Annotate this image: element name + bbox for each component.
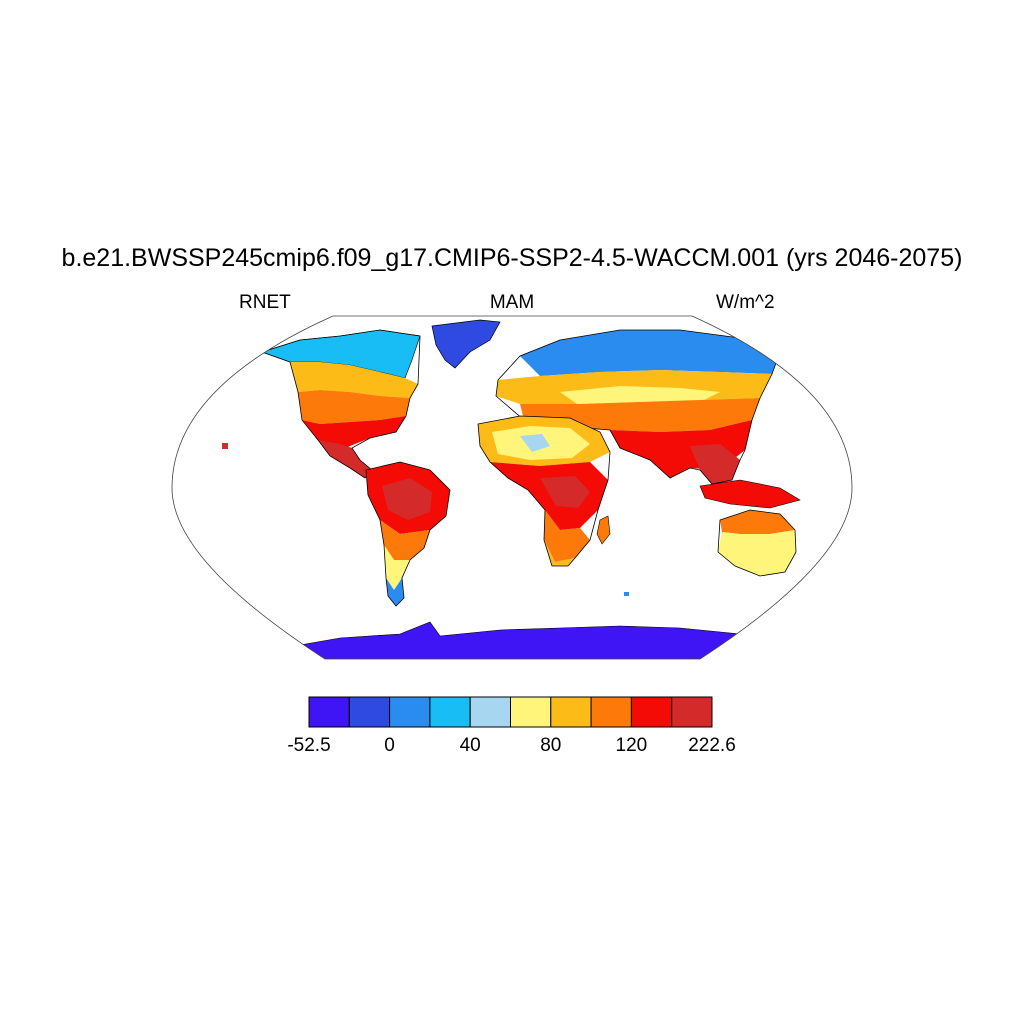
colorbar-tick-label: 80 [540,735,562,756]
land-regions [222,319,827,659]
colorbar-tick-label: 222.6 [688,735,736,756]
north-america-mid [298,390,410,424]
colorbar-box-3 [429,696,471,728]
australia-outline [717,509,797,577]
colorbar-tick-label: 40 [459,735,481,756]
island-south-atlantic [624,592,629,596]
colorbar-tick-label: -52.5 [287,735,331,756]
colorbar-box-9 [671,696,713,728]
eurasia-outline [495,329,781,485]
colorbar-box-1 [348,696,391,728]
colorbar-box-5 [510,696,552,728]
greenland-region [431,319,501,369]
variable-label: RNET [239,292,291,313]
colorbar-box-7 [590,696,632,728]
colorbar-boxes [308,696,713,728]
north-america-outline [260,329,421,479]
sahara-cool [520,434,550,452]
africa-cape [544,540,575,566]
colorbar-box-0 [308,696,350,728]
africa-south [544,510,590,562]
africa-tropics [490,462,608,530]
colorbar-box-6 [550,696,592,728]
map-boundary [171,315,853,660]
colorbar-box-2 [389,696,431,728]
north-america-boreal [290,362,418,398]
colorbar-tick-label: 120 [615,735,648,756]
central-america [318,440,372,478]
island-pacific [222,443,228,449]
south-america-outline [365,461,451,607]
eurasia-arctic [520,330,780,376]
madagascar-region [596,515,611,545]
units-label: W/m^2 [716,292,775,313]
indonesia-region [699,479,801,509]
season-label: MAM [489,292,535,313]
plot-title: b.e21.BWSSP245cmip6.f09_g17.CMIP6-SSP2-4… [61,244,963,272]
australia-interior [718,530,796,576]
colorbar-tick-label: 0 [384,735,395,756]
south-america-mid [380,520,430,560]
colorbar-box-8 [630,696,673,728]
southeast-asia [690,444,740,484]
africa-outline [477,415,611,567]
africa-core [540,476,590,508]
colorbar-box-4 [469,696,512,728]
south-america-south [384,545,410,590]
australia-north [720,510,795,534]
antarctica-region [299,621,741,659]
south-america-core [382,478,432,520]
